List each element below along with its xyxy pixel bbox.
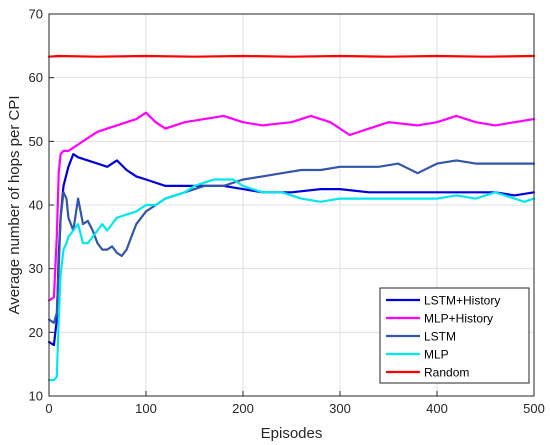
axis-ticks: 0 100 200 300 400 500 10 20 30 40 50 60 70	[29, 7, 545, 417]
series-line-random	[47, 54, 536, 58]
legend-label: LSTM+History	[424, 294, 500, 308]
series-line-lstm	[47, 159, 536, 324]
legend: LSTM+History MLP+History LSTM MLP Random	[379, 287, 530, 384]
y-tick-label: 30	[29, 261, 43, 276]
x-tick-label: 200	[232, 401, 254, 416]
x-tick-label: 100	[135, 401, 157, 416]
x-axis-label: Episodes	[261, 425, 323, 442]
legend-label: LSTM	[424, 330, 456, 344]
x-tick-label: 400	[426, 401, 448, 416]
legend-label: Random	[424, 366, 469, 380]
x-tick-label: 300	[329, 401, 351, 416]
y-tick-label: 40	[29, 198, 43, 213]
y-tick-label: 70	[29, 7, 43, 22]
y-tick-label: 10	[29, 389, 43, 404]
y-axis-label: Average number of hops per CPI	[6, 95, 23, 314]
legend-label: MLP	[424, 348, 449, 362]
x-tick-label: 0	[45, 401, 52, 416]
series-lines	[47, 54, 536, 382]
x-tick-label: 500	[523, 401, 545, 416]
y-tick-label: 50	[29, 134, 43, 149]
y-tick-label: 20	[29, 325, 43, 340]
y-tick-label: 60	[29, 70, 43, 85]
series-line-mlp	[47, 178, 536, 382]
series-line-lstm-history	[47, 153, 536, 347]
legend-label: MLP+History	[424, 312, 493, 326]
series-line-mlp-history	[47, 111, 536, 302]
